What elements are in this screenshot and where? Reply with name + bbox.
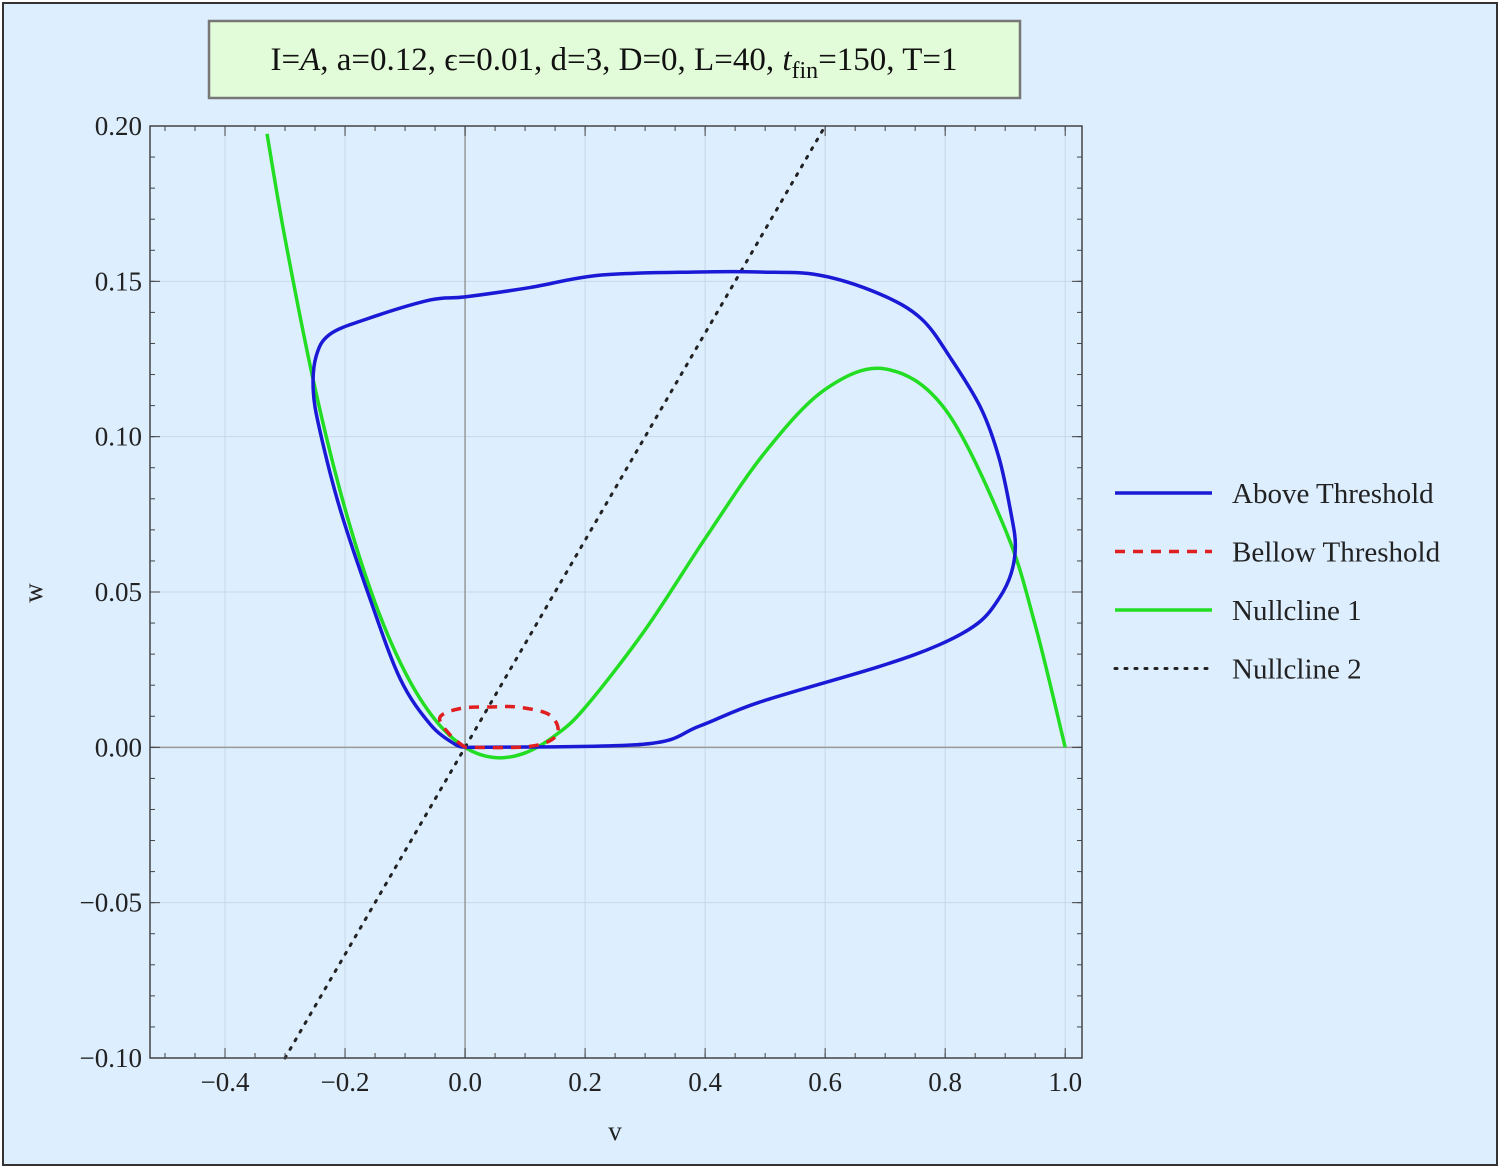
legend-label: Nullcline 1 — [1232, 595, 1362, 627]
x-tick-label: 0.2 — [568, 1067, 602, 1097]
legend-item: Above Threshold — [1115, 478, 1434, 510]
y-tick-label: 0.05 — [95, 577, 142, 607]
plot-area — [265, 124, 1067, 1060]
y-tick-label: 0.15 — [95, 266, 142, 296]
legend-label: Nullcline 2 — [1232, 654, 1362, 686]
series-nullcline-1 — [265, 133, 1067, 760]
chart-title: I=A, a=0.12, ϵ=0.01, d=3, D=0, L=40, tfi… — [271, 42, 958, 84]
y-axis-label: w — [18, 583, 48, 603]
x-tick-label: 0.6 — [808, 1067, 842, 1097]
x-tick-label: 0.8 — [928, 1067, 962, 1097]
legend-label: Above Threshold — [1232, 478, 1434, 510]
x-tick-label: 0.4 — [688, 1067, 722, 1097]
ticks: −0.4 −0.2 0.0 0.2 0.4 0.6 0.8 1.0 −0.10 −0.05 0.00… — [80, 111, 1083, 1097]
y-tick-label: 0.20 — [95, 111, 142, 141]
x-tick-label: −0.2 — [321, 1067, 370, 1097]
legend-item: Bellow Threshold — [1115, 537, 1441, 569]
legend-item: Nullcline 1 — [1115, 595, 1362, 627]
x-tick-label: 0.0 — [448, 1067, 482, 1097]
legend: Above Threshold Bellow Threshold Nullcline… — [1113, 478, 1441, 686]
y-tick-label: −0.10 — [80, 1043, 142, 1073]
title-box: I=A, a=0.12, ϵ=0.01, d=3, D=0, L=40, tfi… — [207, 19, 1022, 100]
series-above-threshold — [311, 269, 1018, 750]
x-tick-label: 1.0 — [1048, 1067, 1082, 1097]
series-bellow-threshold — [437, 704, 560, 750]
series-nullcline-2 — [283, 124, 827, 1060]
x-tick-label: −0.4 — [201, 1067, 250, 1097]
legend-label: Bellow Threshold — [1232, 537, 1441, 569]
y-tick-label: −0.05 — [80, 888, 142, 918]
y-tick-label: 0.10 — [95, 422, 142, 452]
y-tick-label: 0.00 — [95, 732, 142, 762]
legend-item: Nullcline 2 — [1113, 654, 1362, 686]
x-axis-label: v — [608, 1116, 622, 1146]
